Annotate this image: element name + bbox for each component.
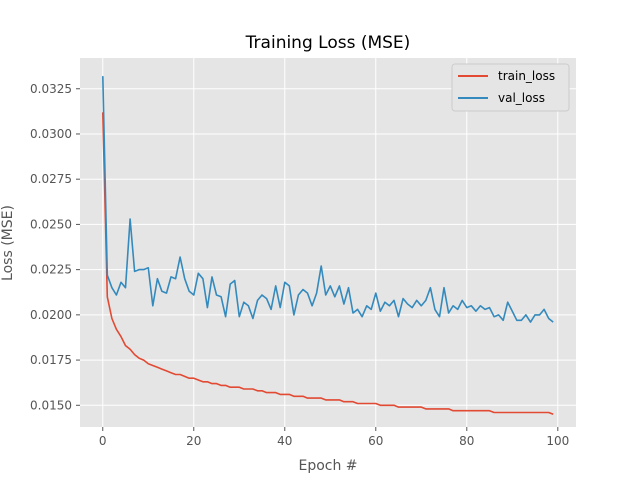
x-tick-label: 100 (546, 434, 569, 448)
x-tick-label: 0 (99, 434, 107, 448)
y-axis-label: Loss (MSE) (0, 205, 16, 281)
legend-label-val-loss: val_loss (498, 91, 545, 105)
x-axis-label: Epoch # (298, 458, 357, 474)
x-tick-label: 20 (186, 434, 201, 448)
x-tick-label: 40 (277, 434, 292, 448)
series-line-val-loss (102, 76, 554, 323)
y-tick-label: 0.0175 (30, 353, 72, 367)
plot-area (80, 58, 576, 427)
y-tick-label: 0.0300 (30, 127, 72, 141)
series-layer (102, 76, 554, 416)
x-tick-label: 80 (459, 434, 474, 448)
legend: train_loss val_loss (451, 63, 570, 112)
y-tick-label: 0.0225 (30, 263, 72, 277)
chart-title: Training Loss (MSE) (245, 33, 411, 53)
y-tick-label: 0.0325 (30, 82, 72, 96)
y-tick-label: 0.0275 (30, 172, 72, 186)
x-tick-label: 60 (368, 434, 383, 448)
y-axis-ticks: 0.0150 0.0175 0.0200 0.0225 0.0250 0.0275 0.03… (30, 82, 80, 412)
gridlines (80, 58, 576, 427)
legend-label-train-loss: train_loss (498, 69, 555, 83)
y-tick-label: 0.0150 (30, 398, 72, 412)
y-tick-label: 0.0250 (30, 217, 72, 231)
series-line-train-loss (102, 112, 554, 416)
y-tick-label: 0.0200 (30, 308, 72, 322)
x-axis-ticks: 0 20 40 60 80 100 (99, 427, 569, 448)
